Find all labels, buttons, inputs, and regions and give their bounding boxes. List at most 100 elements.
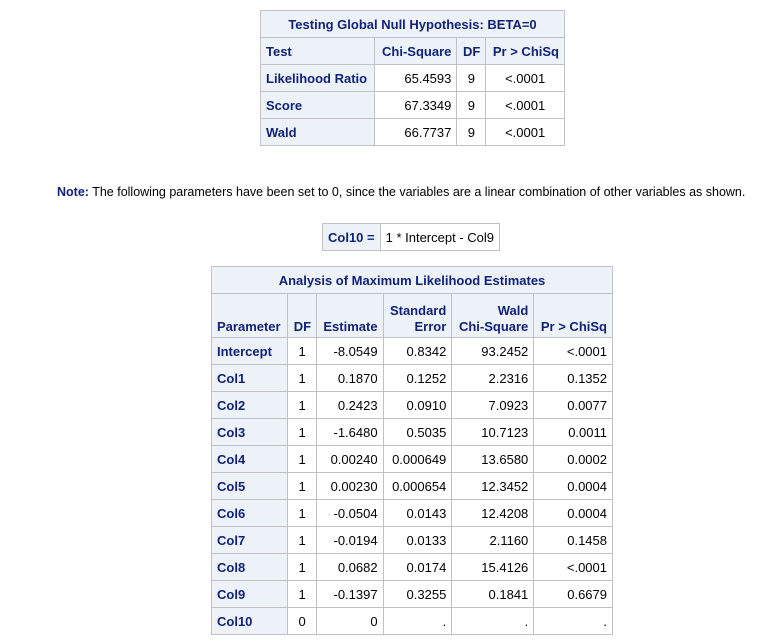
- parameter-name: Col5: [210, 472, 289, 500]
- table-row: Col1 1 0.1870 0.1252 2.2316 0.1352: [210, 364, 613, 392]
- p-value: <.0001: [485, 64, 565, 92]
- p-value: <.0001: [533, 337, 613, 365]
- estimate-value: -0.1397: [316, 580, 384, 608]
- p-value: .: [533, 607, 613, 635]
- test-name: Wald: [259, 118, 376, 146]
- mle-body: Intercept 1 -8.0549 0.8342 93.2452 <.0001 Col1…: [210, 337, 613, 635]
- col-header-df: DF: [456, 37, 487, 65]
- p-value: <.0001: [485, 91, 565, 119]
- p-value: 0.0002: [533, 445, 613, 473]
- p-value: 0.0077: [533, 391, 613, 419]
- estimate-value: 0.2423: [316, 391, 384, 419]
- wald-chisq-value: 2.1160: [451, 526, 535, 554]
- p-value: <.0001: [485, 118, 565, 146]
- std-error-value: 0.3255: [382, 580, 453, 608]
- parameter-name: Col7: [210, 526, 289, 554]
- test-name: Likelihood Ratio: [259, 64, 376, 92]
- table-row: Score 67.3349 9 <.0001: [259, 91, 565, 119]
- linear-combination-table: Col10 = 1 * Intercept - Col9: [322, 223, 501, 251]
- parameter-name: Intercept: [210, 337, 289, 365]
- df-value: 1: [287, 526, 318, 554]
- table-row: Col6 1 -0.0504 0.0143 12.4208 0.0004: [210, 499, 613, 527]
- wald-chisq-value: 12.4208: [451, 499, 535, 527]
- df-value: 1: [287, 445, 318, 473]
- std-error-value: 0.0133: [382, 526, 453, 554]
- estimate-value: 0.00230: [316, 472, 384, 500]
- parameter-name: Col3: [210, 418, 289, 446]
- wald-chisq-value: 13.6580: [451, 445, 535, 473]
- col-header-estimate: Estimate: [316, 293, 384, 338]
- global-null-table: Testing Global Null Hypothesis: BETA=0 T…: [259, 10, 565, 146]
- df-value: 1: [287, 580, 318, 608]
- std-error-value: 0.0910: [382, 391, 453, 419]
- parameter-name: Col1: [210, 364, 289, 392]
- table-row: Col3 1 -1.6480 0.5035 10.7123 0.0011: [210, 418, 613, 446]
- note-text: Note: The following parameters have been…: [57, 185, 745, 199]
- chisq-value: 65.4593: [374, 64, 458, 92]
- table-row: Intercept 1 -8.0549 0.8342 93.2452 <.0001: [210, 337, 613, 365]
- note-label: Note:: [57, 185, 89, 199]
- estimate-value: -1.6480: [316, 418, 384, 446]
- table-row: Col10 0 0...: [210, 607, 613, 635]
- df-value: 9: [456, 91, 487, 119]
- df-value: 9: [456, 64, 487, 92]
- std-error-value: 0.000654: [382, 472, 453, 500]
- parameter-name: Col6: [210, 499, 289, 527]
- table-row: Col5 1 0.00230 0.000654 12.3452 0.0004: [210, 472, 613, 500]
- p-value: 0.0004: [533, 472, 613, 500]
- col-header-wald-line1: Wald: [497, 303, 529, 318]
- p-value: 0.0011: [533, 418, 613, 446]
- estimate-value: 0.1870: [316, 364, 384, 392]
- test-name: Score: [259, 91, 376, 119]
- df-value: 0: [287, 607, 318, 635]
- df-value: 1: [287, 337, 318, 365]
- note-body: The following parameters have been set t…: [92, 185, 746, 199]
- mle-title: Analysis of Maximum Likelihood Estimates: [211, 266, 613, 294]
- wald-chisq-value: 93.2452: [451, 337, 535, 365]
- linear-combo-expression: 1 * Intercept - Col9: [379, 223, 501, 251]
- df-value: 1: [287, 391, 318, 419]
- df-value: 1: [287, 499, 318, 527]
- wald-chisq-value: 0.1841: [451, 580, 535, 608]
- std-error-value: 0.0174: [382, 553, 453, 581]
- wald-chisq-value: 12.3452: [451, 472, 535, 500]
- table-row: Col7 1 -0.0194 0.0133 2.1160 0.1458: [210, 526, 613, 554]
- col-header-parameter: Parameter: [210, 293, 289, 338]
- std-error-value: 0.000649: [382, 445, 453, 473]
- df-value: 1: [287, 364, 318, 392]
- std-error-value: 0.8342: [382, 337, 453, 365]
- mle-table: Analysis of Maximum Likelihood Estimates…: [210, 266, 613, 635]
- std-error-value: 0.1252: [382, 364, 453, 392]
- col-header-df: DF: [287, 293, 318, 338]
- chisq-value: 66.7737: [374, 118, 458, 146]
- std-error-value: .: [382, 607, 453, 635]
- estimate-value: 0.00240: [316, 445, 384, 473]
- std-error-value: 0.5035: [382, 418, 453, 446]
- table-row: Col8 1 0.0682 0.0174 15.4126 <.0001: [210, 553, 613, 581]
- p-value: 0.0004: [533, 499, 613, 527]
- wald-chisq-value: 10.7123: [451, 418, 535, 446]
- estimate-value: 0: [316, 607, 384, 635]
- p-value: 0.1458: [533, 526, 613, 554]
- col-header-std-error-line2: Error: [414, 319, 447, 334]
- estimate-value: -0.0194: [316, 526, 384, 554]
- col-header-wald: Wald Chi-Square: [451, 293, 535, 338]
- std-error-value: 0.0143: [382, 499, 453, 527]
- parameter-name: Col10: [210, 607, 289, 635]
- df-value: 9: [456, 118, 487, 146]
- col-header-test: Test: [259, 37, 376, 65]
- col-header-std-error-line1: Standard: [389, 303, 447, 318]
- col-header-std-error: Standard Error: [382, 293, 453, 338]
- p-value: 0.6679: [533, 580, 613, 608]
- df-value: 1: [287, 553, 318, 581]
- p-value: <.0001: [533, 553, 613, 581]
- parameter-name: Col8: [210, 553, 289, 581]
- wald-chisq-value: 15.4126: [451, 553, 535, 581]
- table-row: Col2 1 0.2423 0.0910 7.0923 0.0077: [210, 391, 613, 419]
- col-header-wald-line2: Chi-Square: [458, 319, 529, 334]
- col-header-p: Pr > ChiSq: [533, 293, 613, 338]
- parameter-name: Col4: [210, 445, 289, 473]
- parameter-name: Col2: [210, 391, 289, 419]
- df-value: 1: [287, 418, 318, 446]
- wald-chisq-value: .: [451, 607, 535, 635]
